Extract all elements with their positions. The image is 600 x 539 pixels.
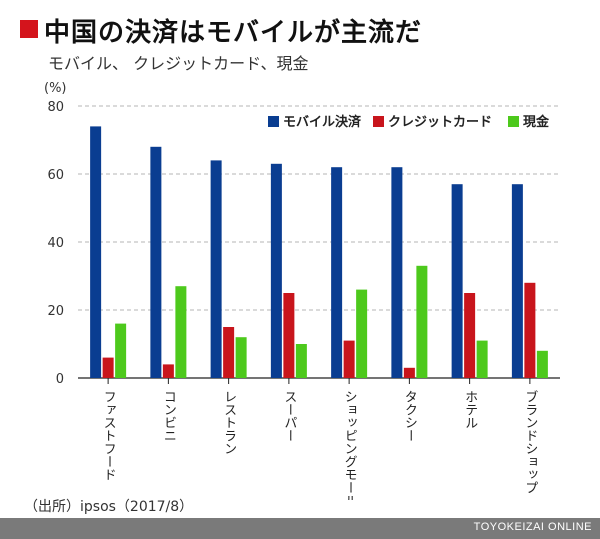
bar (331, 167, 343, 378)
legend-swatch (373, 116, 384, 127)
x-tick-label: ファストフード (101, 390, 116, 481)
bar (210, 160, 222, 378)
x-tick-label: ホテル (462, 390, 477, 429)
y-tick-label: 60 (47, 168, 64, 183)
y-tick-label: 0 (56, 372, 64, 387)
legend-label: クレジットカード (388, 115, 492, 130)
x-tick-label: スーパー (281, 390, 297, 442)
y-axis-label: (%) (44, 81, 67, 96)
chart-title: 中国の決済はモバイルが主流だ (44, 18, 423, 48)
source-note: （出所）ipsos（2017/8） (24, 499, 194, 515)
bar (451, 184, 463, 378)
bar (403, 367, 415, 378)
bar (175, 286, 187, 378)
x-tick-label: ショッピングモール (342, 390, 358, 500)
bar (115, 323, 127, 378)
legend-label: 現金 (523, 114, 550, 130)
legend-swatch (268, 116, 279, 127)
title-accent-square (20, 20, 38, 38)
bar (524, 282, 536, 378)
bar (283, 293, 295, 378)
x-tick-label: タクシー (402, 390, 417, 442)
brand-label: TOYOKEIZAI ONLINE (473, 521, 592, 533)
bar (235, 337, 247, 378)
bar (511, 184, 523, 378)
bar (270, 163, 282, 378)
bar (295, 344, 307, 378)
y-tick-label: 20 (47, 304, 64, 319)
footer-bar: TOYOKEIZAI ONLINE (0, 518, 600, 539)
bar (536, 350, 548, 378)
legend-swatch (508, 116, 519, 127)
chart-subtitle: モバイル、 クレジットカード、現金 (48, 54, 309, 73)
x-tick-label: レストラン (221, 390, 236, 455)
bar (223, 327, 235, 378)
legend-label: モバイル決済 (283, 114, 362, 130)
bar (476, 340, 488, 378)
bar (90, 126, 102, 379)
x-tick-label: コンビニ (161, 390, 176, 442)
bar (102, 357, 114, 378)
y-tick-label: 80 (47, 100, 64, 115)
x-tick-label: ブランドショップ (522, 389, 537, 494)
bar (162, 364, 174, 378)
bar (391, 167, 403, 378)
bar (150, 146, 162, 378)
bar-chart: 0 20 40 60 80 (%) ファストフード コンビニ レストラン スーパー ショッピングモー… (44, 81, 560, 500)
bar (416, 265, 428, 378)
y-tick-label: 40 (47, 236, 64, 251)
bar (356, 289, 368, 378)
bar (343, 340, 355, 378)
bar (464, 293, 476, 378)
